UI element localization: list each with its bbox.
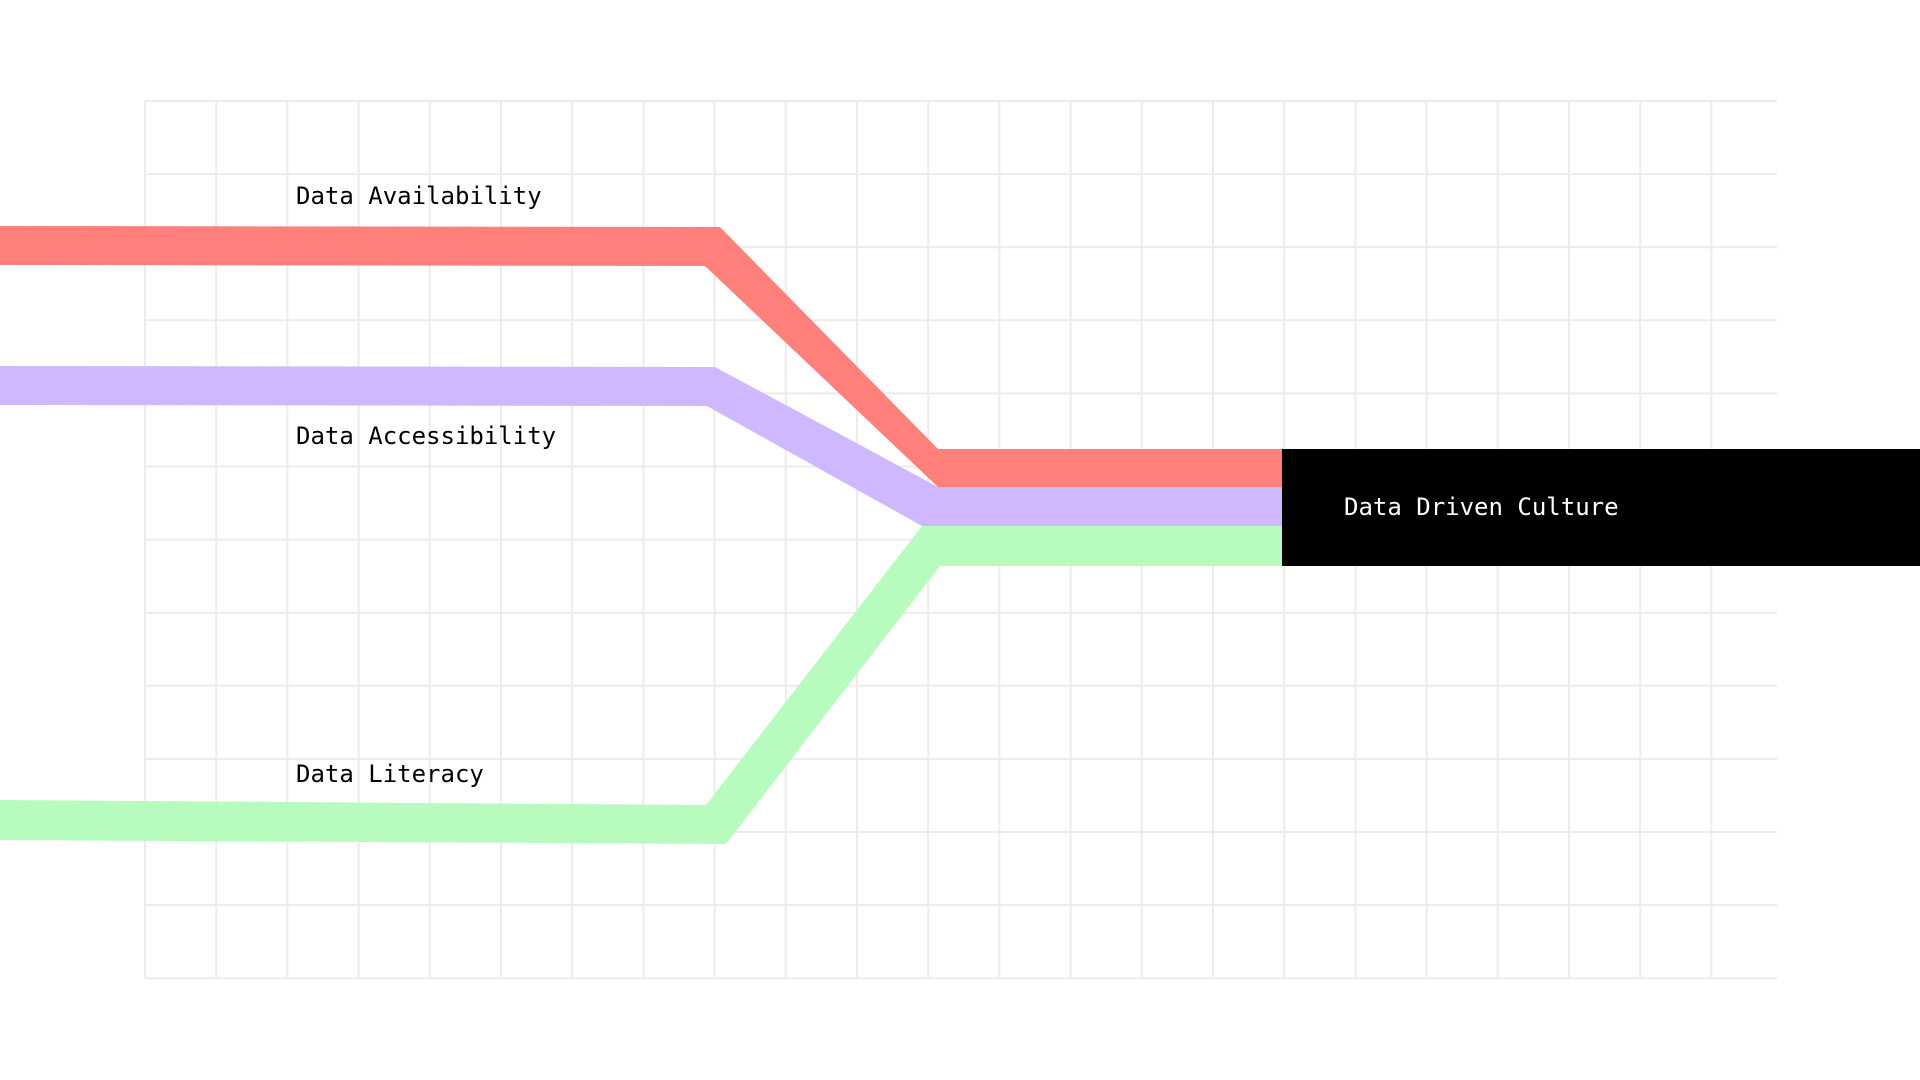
result-box: Data Driven Culture bbox=[1282, 449, 1920, 566]
label-data-literacy: Data Literacy bbox=[296, 760, 484, 788]
stream-literacy-band bbox=[0, 526, 1282, 844]
stream-accessibility-band bbox=[0, 366, 1282, 526]
label-data-availability: Data Availability bbox=[296, 182, 542, 210]
label-data-accessibility: Data Accessibility bbox=[296, 422, 557, 450]
result-label-data-driven-culture: Data Driven Culture bbox=[1344, 493, 1619, 521]
stream-availability-band bbox=[0, 226, 1282, 487]
